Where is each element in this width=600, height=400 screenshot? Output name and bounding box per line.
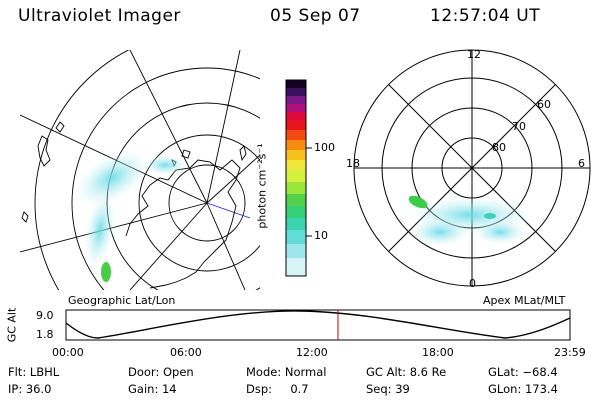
info-label: IP: [8, 382, 23, 396]
colorbar-unit-text: photon cm⁻²s⁻¹ [255, 143, 269, 229]
time-label: 12:57:04 UT [430, 6, 541, 26]
mlat-label-70: 70 [512, 120, 526, 133]
info-dsp: Dsp: 0.7 [246, 382, 309, 396]
time-tick-2359: 23:59 [554, 346, 586, 359]
time-tick-0000: 00:00 [52, 346, 84, 359]
mlat-label-80: 80 [492, 141, 506, 154]
mlt-label-0: 0 [469, 277, 476, 290]
time-tick-1800: 18:00 [422, 346, 454, 359]
mlt-label-18: 18 [346, 157, 360, 170]
colorbar-tick-10: 10 [314, 229, 328, 242]
info-label: Mode: [246, 365, 282, 379]
colorbar-segment [286, 160, 306, 170]
altitude-ytick-low: 1.8 [36, 328, 54, 341]
polar-panel-caption: Apex MLat/MLT [483, 294, 566, 307]
info-value: 8.6 Re [409, 365, 447, 379]
colorbar-tick-100: 100 [314, 141, 335, 154]
mlt-label-12: 12 [467, 48, 481, 61]
info-label: Flt: [8, 365, 27, 379]
info-value: 0.7 [290, 382, 309, 396]
mlat-label-60: 60 [537, 98, 551, 111]
info-seq: Seq: 39 [366, 382, 410, 396]
info-value: Open [162, 365, 194, 379]
colorbar-segment [286, 140, 306, 150]
colorbar-segment [286, 244, 306, 258]
colorbar-segment [286, 150, 306, 160]
colorbar-segment [286, 230, 306, 244]
colorbar-segment [286, 88, 306, 96]
geographic-map [20, 50, 260, 290]
geo-panel-caption: Geographic Lat/Lon [68, 294, 176, 307]
color-bar [285, 79, 312, 277]
info-value: Normal [284, 365, 327, 379]
info-gc-alt: GC Alt: 8.6 Re [366, 365, 446, 379]
info-label: Gain: [128, 382, 159, 396]
colorbar-segment [286, 258, 306, 276]
info-label: Door: [128, 365, 160, 379]
colorbar-segment [286, 112, 306, 120]
info-value: 173.4 [524, 382, 558, 396]
info-value: −68.4 [522, 365, 558, 379]
info-ip: IP: 36.0 [8, 382, 51, 396]
colorbar-segment [286, 80, 306, 88]
info-label: GC Alt: [366, 365, 407, 379]
info-glon: GLon: 173.4 [488, 382, 558, 396]
info-label: GLon: [488, 382, 522, 396]
time-tick-1200: 12:00 [296, 346, 328, 359]
info-mode: Mode: Normal [246, 365, 326, 379]
altitude-plot [65, 309, 571, 341]
polar-aurora-emission [408, 195, 532, 246]
mlt-label-6: 6 [578, 157, 585, 170]
altitude-ylabel-text: GC Alt [5, 307, 19, 343]
info-value: LBHL [29, 365, 60, 379]
colorbar-unit-label: photon cm⁻²s⁻¹ [256, 143, 269, 228]
colorbar-segment [286, 104, 306, 112]
info-door: Door: Open [128, 365, 194, 379]
polar-plot [353, 49, 591, 287]
colorbar-segment [286, 218, 306, 230]
altitude-ylabel: GC Alt [6, 308, 19, 343]
colorbar-segment [286, 182, 306, 194]
time-tick-0600: 06:00 [170, 346, 202, 359]
info-value: 36.0 [25, 382, 52, 396]
info-value: 39 [395, 382, 410, 396]
colorbar-segment [286, 194, 306, 206]
info-label: Dsp: [246, 382, 273, 396]
altitude-curve [65, 310, 571, 339]
altitude-ytick-high: 9.0 [36, 309, 54, 322]
colorbar-segment [286, 206, 306, 218]
info-label: Seq: [366, 382, 392, 396]
colorbar-segment [286, 130, 306, 140]
info-glat: GLat: −68.4 [488, 365, 558, 379]
info-label: GLat: [488, 365, 519, 379]
info-value: 14 [161, 382, 177, 396]
colorbar-segment [286, 96, 306, 104]
geo-aurora-emission [75, 150, 187, 282]
colorbar-segment [286, 120, 306, 130]
info-flt: Flt: LBHL [8, 365, 59, 379]
instrument-title: Ultraviolet Imager [18, 6, 181, 26]
colorbar-segment [286, 170, 306, 182]
info-gain: Gain: 14 [128, 382, 177, 396]
date-label: 05 Sep 07 [270, 6, 361, 26]
